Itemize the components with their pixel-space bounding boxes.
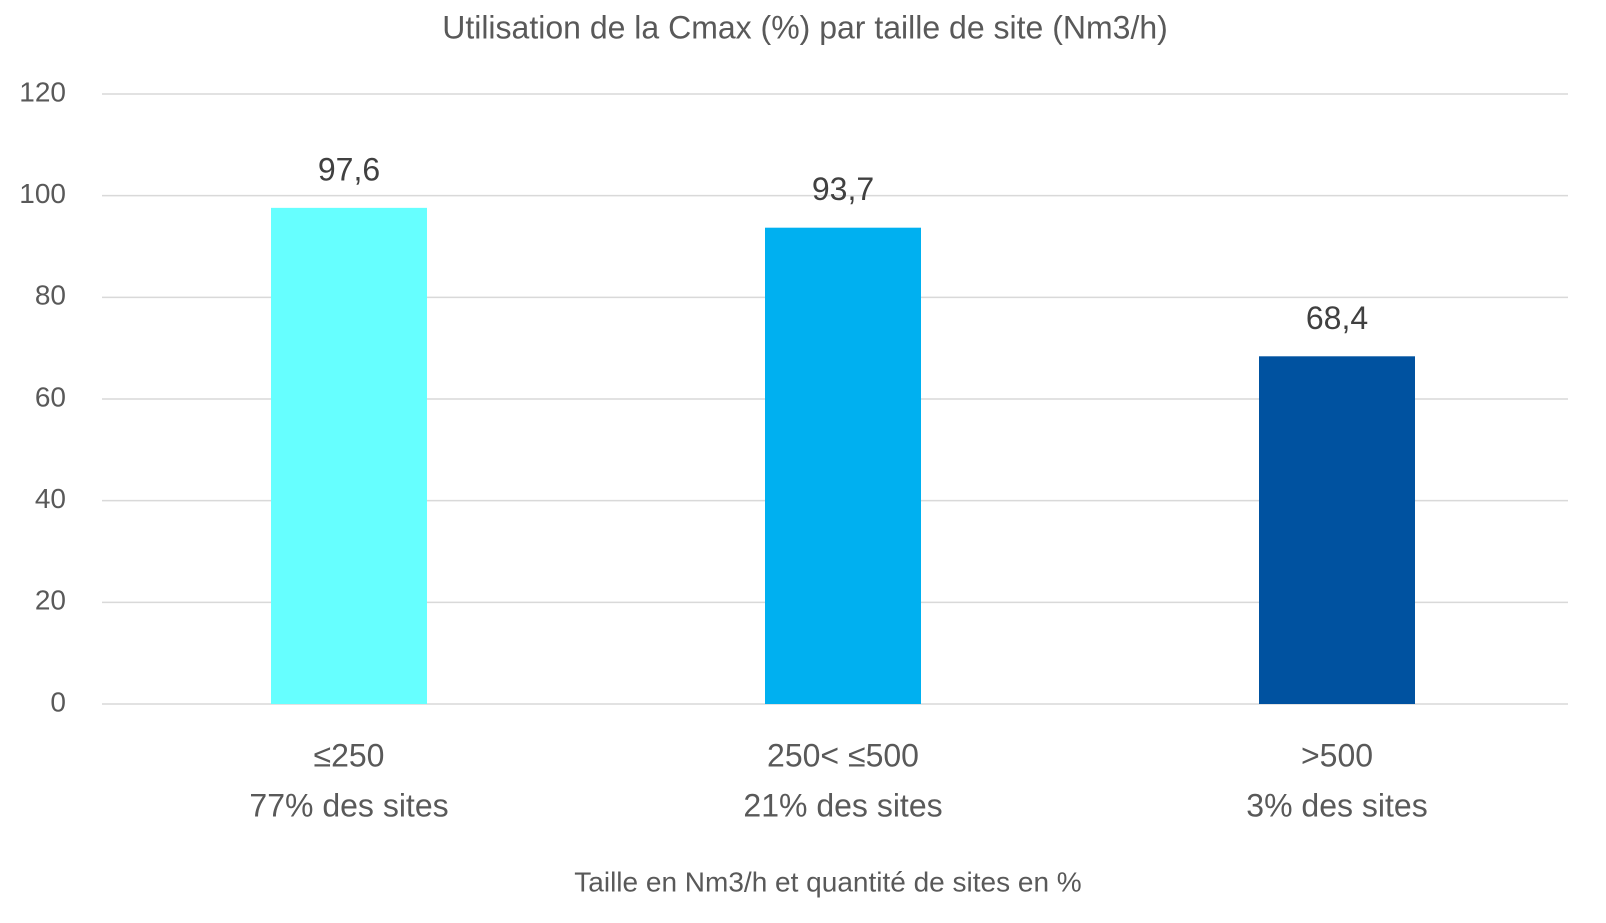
x-tick-label: 3% des sites	[1246, 787, 1427, 823]
x-tick-label: 77% des sites	[249, 787, 448, 823]
value-label: 68,4	[1306, 300, 1368, 336]
bar	[271, 207, 427, 704]
value-label: 97,6	[318, 151, 380, 187]
y-tick-label: 80	[35, 280, 66, 311]
y-tick-label: 40	[35, 483, 66, 514]
x-tick-label: >500	[1301, 737, 1373, 773]
bar	[765, 227, 921, 705]
y-tick-label: 60	[35, 381, 66, 412]
y-tick-label: 0	[50, 686, 66, 717]
value-label: 93,7	[812, 171, 874, 207]
chart-title: Utilisation de la Cmax (%) par taille de…	[442, 9, 1168, 45]
x-tick-label: ≤250	[314, 737, 385, 773]
y-tick-label: 100	[19, 178, 66, 209]
x-tick-label: 250< ≤500	[767, 737, 919, 773]
y-tick-label: 120	[19, 76, 66, 107]
x-axis-title: Taille en Nm3/h et quantité de sites en …	[574, 866, 1081, 897]
y-tick-label: 20	[35, 585, 66, 616]
bar	[1259, 356, 1415, 704]
x-tick-label: 21% des sites	[743, 787, 942, 823]
